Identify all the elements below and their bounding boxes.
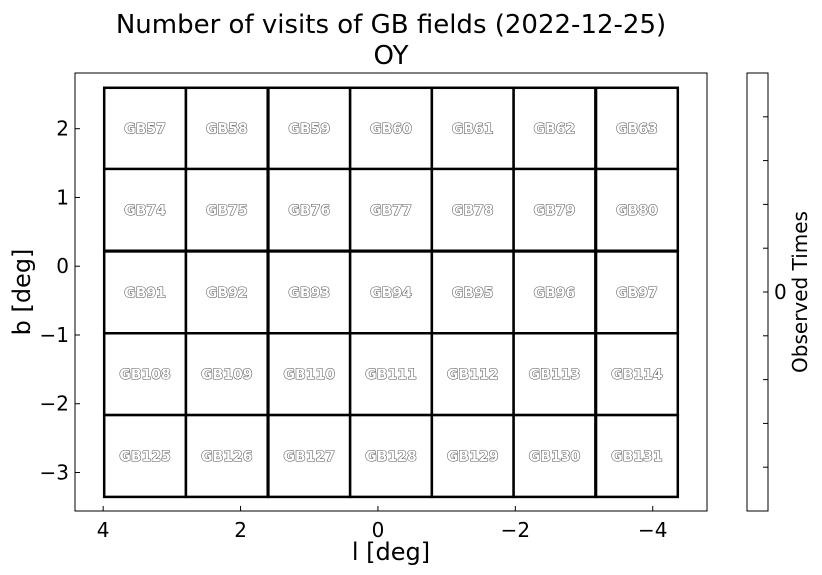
field-label: GB97 bbox=[616, 285, 658, 301]
field-label: GB62 bbox=[534, 122, 576, 138]
field-label: GB131 bbox=[611, 449, 662, 465]
field-GB91 bbox=[102, 250, 188, 335]
field-label: GB125 bbox=[119, 449, 170, 465]
field-GB79 bbox=[512, 167, 597, 252]
y-tick-label: −2 bbox=[40, 392, 69, 416]
field-label: GB92 bbox=[206, 285, 248, 301]
field-label: GB93 bbox=[288, 285, 330, 301]
x-tick-label: 2 bbox=[234, 518, 247, 542]
field-label: GB95 bbox=[452, 285, 494, 301]
field-label: GB109 bbox=[201, 367, 252, 383]
field-GB131 bbox=[594, 413, 680, 499]
field-label: GB77 bbox=[370, 203, 412, 219]
field-label: GB108 bbox=[119, 367, 170, 383]
colorbar-tick-label: 0 bbox=[774, 280, 787, 304]
y-tick-label: −3 bbox=[40, 460, 69, 484]
field-label: GB110 bbox=[284, 367, 336, 383]
field-label: GB58 bbox=[206, 122, 248, 138]
field-GB129 bbox=[430, 413, 515, 499]
field-GB94 bbox=[348, 250, 434, 335]
field-label: GB78 bbox=[452, 203, 494, 219]
field-label: GB60 bbox=[370, 122, 412, 138]
chart-title: Number of visits of GB fields (2022-12-2… bbox=[116, 10, 666, 40]
field-label: GB126 bbox=[201, 449, 252, 465]
y-tick-label: 0 bbox=[56, 254, 69, 278]
field-GB108 bbox=[102, 332, 188, 417]
field-label: GB80 bbox=[616, 203, 658, 219]
field-label: GB79 bbox=[534, 203, 576, 219]
field-label: GB128 bbox=[365, 449, 416, 465]
field-label: GB75 bbox=[206, 203, 248, 219]
y-axis-label: b [deg] bbox=[8, 249, 36, 336]
field-label: GB114 bbox=[611, 367, 663, 383]
x-tick-label: −4 bbox=[638, 518, 667, 542]
field-GB114 bbox=[594, 332, 680, 417]
colorbar-label: Observed Times bbox=[788, 211, 812, 373]
field-GB57 bbox=[102, 86, 188, 171]
field-GB75 bbox=[184, 167, 269, 252]
field-label: GB129 bbox=[447, 449, 498, 465]
field-label: GB59 bbox=[288, 122, 330, 138]
field-GB126 bbox=[184, 413, 269, 499]
field-label: GB91 bbox=[124, 285, 166, 301]
y-tick-label: 1 bbox=[56, 185, 69, 209]
chart-subtitle: OY bbox=[374, 41, 409, 71]
field-label: GB111 bbox=[365, 367, 416, 383]
y-tick-label: 2 bbox=[56, 117, 69, 141]
field-GB63 bbox=[594, 86, 680, 171]
field-GB96 bbox=[512, 250, 597, 335]
x-tick-label: 4 bbox=[97, 518, 110, 542]
field-GB61 bbox=[430, 86, 515, 171]
x-tick-label: 0 bbox=[372, 518, 385, 542]
y-tick-label: −1 bbox=[40, 323, 69, 347]
field-label: GB94 bbox=[370, 285, 412, 301]
field-label: GB57 bbox=[124, 122, 166, 138]
x-tick-label: −2 bbox=[501, 518, 530, 542]
field-label: GB96 bbox=[534, 285, 576, 301]
field-GB112 bbox=[430, 332, 515, 417]
field-label: GB61 bbox=[452, 122, 494, 138]
field-GB77 bbox=[348, 167, 434, 252]
field-GB130 bbox=[512, 413, 597, 499]
field-label: GB76 bbox=[288, 203, 330, 219]
field-GB97 bbox=[594, 250, 680, 335]
field-label: GB113 bbox=[529, 367, 580, 383]
field-label: GB74 bbox=[124, 203, 166, 219]
field-GB95 bbox=[430, 250, 515, 335]
field-label: GB127 bbox=[284, 449, 335, 465]
field-label: GB130 bbox=[529, 449, 581, 465]
field-label: GB112 bbox=[447, 367, 498, 383]
x-axis-label: l [deg] bbox=[352, 538, 430, 566]
field-label: GB63 bbox=[616, 122, 658, 138]
field-GB92 bbox=[184, 250, 269, 335]
